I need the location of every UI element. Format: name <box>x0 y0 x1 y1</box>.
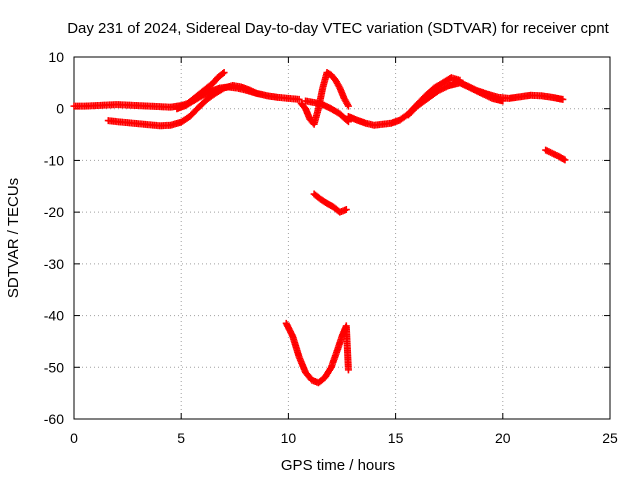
y-axis-label: SDTVAR / TECUs <box>5 178 22 298</box>
y-tick-label: -40 <box>44 308 64 324</box>
x-axis-label: GPS time / hours <box>281 457 395 474</box>
x-tick-label: 25 <box>602 430 618 446</box>
y-tick-label: 0 <box>56 101 64 117</box>
plot-frame <box>73 56 611 420</box>
data-point <box>559 95 567 103</box>
data-point-fill <box>219 70 227 78</box>
chart-title: Day 231 of 2024, Sidereal Day-to-day VTE… <box>67 20 609 37</box>
data-point <box>342 206 350 214</box>
data-point <box>561 156 569 164</box>
x-tick-label: 20 <box>495 430 511 446</box>
y-tick-label: -20 <box>44 204 64 220</box>
data-point <box>295 95 303 103</box>
data-points <box>70 69 569 387</box>
y-tick-label: 10 <box>48 49 64 65</box>
x-tick-label: 0 <box>70 430 78 446</box>
x-tick-label: 15 <box>388 430 404 446</box>
y-tick-label: -30 <box>44 256 64 272</box>
x-tick-label: 5 <box>177 430 185 446</box>
y-tick-label: -50 <box>44 359 64 375</box>
data-point <box>344 102 352 110</box>
grid <box>74 57 610 419</box>
data-point <box>220 69 228 77</box>
data-point <box>344 366 352 374</box>
y-tick-label: -10 <box>44 152 64 168</box>
x-tick-label: 10 <box>281 430 297 446</box>
y-tick-label: -60 <box>44 411 64 427</box>
axis-ticks: 0 5 10 15 20 25 -60 -50 -40 -30 -20 -10 0 10 <box>44 49 618 446</box>
